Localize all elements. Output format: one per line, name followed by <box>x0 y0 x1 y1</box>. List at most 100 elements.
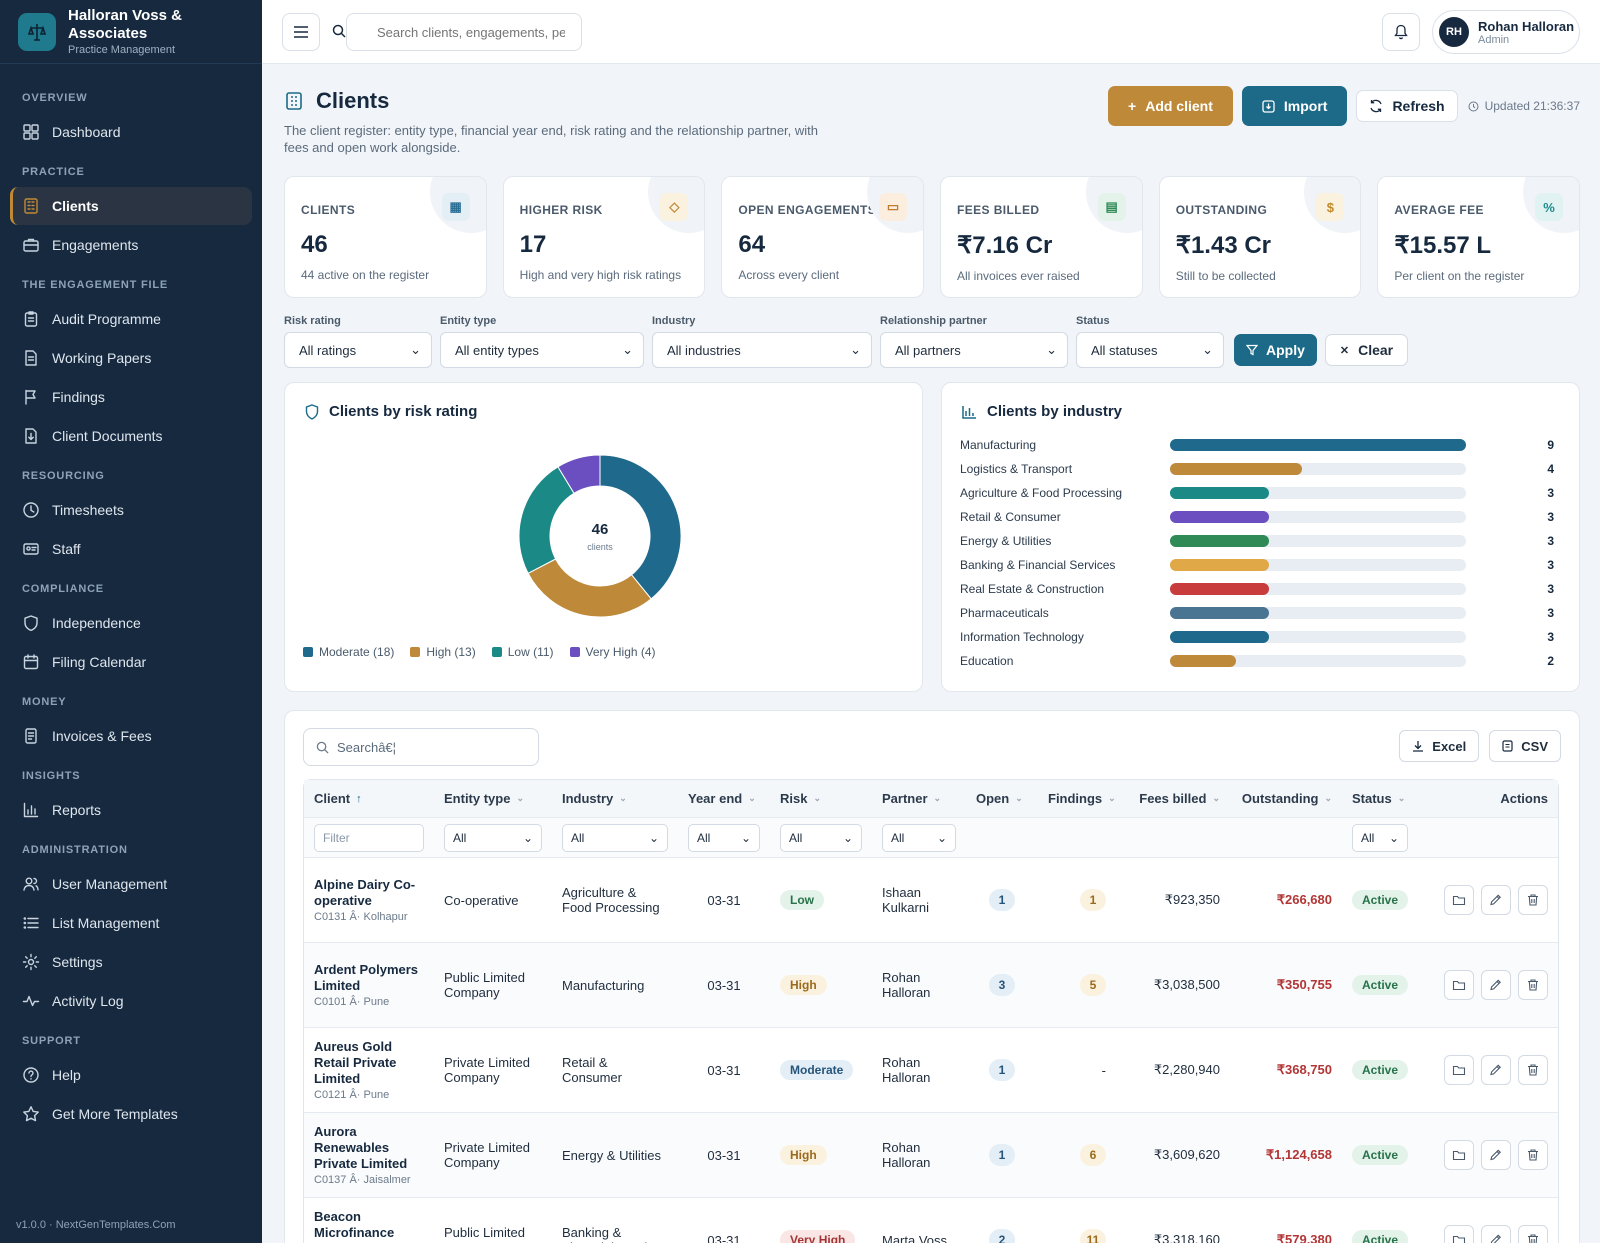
entity-filter-select[interactable]: All ⌄ <box>444 823 542 852</box>
calendar-icon <box>23 654 39 670</box>
industry-bar-row[interactable]: Manufacturing 9 <box>960 433 1554 457</box>
client-name[interactable]: Aurora Renewables Private Limited <box>314 1124 408 1171</box>
open-folder-button[interactable] <box>1444 970 1474 1000</box>
sidebar-item-working-papers[interactable]: Working Papers <box>10 339 252 377</box>
legend-label: High (13) <box>426 645 476 659</box>
column-header-fees-billed[interactable]: Fees billed ⌄ <box>1128 791 1230 806</box>
column-header-industry[interactable]: Industry ⌄ <box>552 791 678 806</box>
risk-filter-select[interactable]: All ⌄ <box>780 823 862 852</box>
notifications-button[interactable] <box>1382 13 1420 51</box>
legend-item[interactable]: High (13) <box>410 645 476 659</box>
edit-button[interactable] <box>1481 1055 1511 1085</box>
industry-bar-row[interactable]: Real Estate & Construction 3 <box>960 577 1554 601</box>
column-header-actions[interactable]: Actions <box>1418 791 1558 806</box>
industry-bar-row[interactable]: Agriculture & Food Processing 3 <box>960 481 1554 505</box>
client-name[interactable]: Ardent Polymers Limited <box>314 962 419 993</box>
table-search-input[interactable]: Searchâ€¦ <box>303 728 539 766</box>
delete-button[interactable] <box>1518 885 1548 915</box>
table-row[interactable]: Alpine Dairy Co-operative C0131 Â· Kolhap… <box>304 858 1558 943</box>
column-header-year-end[interactable]: Year end ⌄ <box>678 791 770 806</box>
delete-button[interactable] <box>1518 970 1548 1000</box>
yearend-filter-select[interactable]: All ⌄ <box>688 823 760 852</box>
sidebar-item-timesheets[interactable]: Timesheets <box>10 491 252 529</box>
industry-bar-row[interactable]: Energy & Utilities 3 <box>960 529 1554 553</box>
sidebar-item-staff[interactable]: Staff <box>10 530 252 568</box>
table-row[interactable]: Ardent Polymers Limited C0101 Â· Pune Publ… <box>304 943 1558 1028</box>
column-header-client[interactable]: Client ↑ <box>304 791 434 806</box>
status-filter-select[interactable]: All ⌄ <box>1352 823 1408 852</box>
industry-bar-row[interactable]: Logistics & Transport 4 <box>960 457 1554 481</box>
table-row[interactable]: Aurora Renewables Private Limited C0137 Â… <box>304 1113 1558 1198</box>
add-client-button[interactable]: + Add client <box>1108 86 1233 126</box>
sidebar-item-reports[interactable]: Reports <box>10 791 252 829</box>
industry-bar-row[interactable]: Banking & Financial Services 3 <box>960 553 1554 577</box>
filter-select[interactable]: All industries ⌄ <box>652 332 872 368</box>
user-menu[interactable]: RH Rohan Halloran Admin <box>1432 10 1580 54</box>
sidebar-item-invoices-fees[interactable]: Invoices & Fees <box>10 717 252 755</box>
open-folder-button[interactable] <box>1444 1055 1474 1085</box>
table-row[interactable]: Beacon Microfinance LimitedC0146 Â· Pune… <box>304 1198 1558 1243</box>
edit-button[interactable] <box>1481 885 1511 915</box>
column-header-partner[interactable]: Partner ⌄ <box>872 791 966 806</box>
sidebar-item-activity-log[interactable]: Activity Log <box>10 982 252 1020</box>
sidebar-item-help[interactable]: Help <box>10 1056 252 1094</box>
industry-bar-row[interactable]: Education 2 <box>960 649 1554 673</box>
legend-item[interactable]: Low (11) <box>491 645 554 659</box>
partner-filter-select[interactable]: All ⌄ <box>882 823 956 852</box>
filter-select[interactable]: All statuses ⌄ <box>1076 332 1224 368</box>
filter-select[interactable]: All partners ⌄ <box>880 332 1068 368</box>
column-header-entity-type[interactable]: Entity type ⌄ <box>434 791 552 806</box>
legend-item[interactable]: Moderate (18) <box>303 645 394 659</box>
open-folder-button[interactable] <box>1444 885 1474 915</box>
industry-bar-row[interactable]: Retail & Consumer 3 <box>960 505 1554 529</box>
delete-button[interactable] <box>1518 1140 1548 1170</box>
open-folder-button[interactable] <box>1444 1140 1474 1170</box>
sidebar-item-clients[interactable]: Clients <box>10 187 252 225</box>
import-button[interactable]: Import <box>1241 86 1348 126</box>
export-excel-button[interactable]: Excel <box>1399 730 1480 762</box>
donut-slice-very-high[interactable] <box>557 454 601 494</box>
open-folder-button[interactable] <box>1444 1225 1474 1243</box>
sidebar-item-get-more-templates[interactable]: Get More Templates <box>10 1095 252 1133</box>
sidebar-item-dashboard[interactable]: Dashboard <box>10 113 252 151</box>
delete-button[interactable] <box>1518 1225 1548 1243</box>
sidebar-item-user-management[interactable]: User Management <box>10 865 252 903</box>
industry-bar-row[interactable]: Information Technology 3 <box>960 625 1554 649</box>
filter-select[interactable]: All ratings ⌄ <box>284 332 432 368</box>
refresh-button[interactable]: Refresh <box>1356 90 1458 122</box>
clear-filters-button[interactable]: ✕ Clear <box>1324 334 1409 366</box>
client-name[interactable]: Aureus Gold Retail Private Limited <box>314 1039 397 1086</box>
legend-item[interactable]: Very High (4) <box>569 645 656 659</box>
sidebar-item-independence[interactable]: Independence <box>10 604 252 642</box>
export-csv-button[interactable]: CSV <box>1489 730 1561 762</box>
sidebar-item-filing-calendar[interactable]: Filing Calendar <box>10 643 252 681</box>
sidebar-item-settings[interactable]: Settings <box>10 943 252 981</box>
apply-filters-button[interactable]: Apply <box>1234 334 1317 366</box>
delete-button[interactable] <box>1518 1055 1548 1085</box>
column-header-risk[interactable]: Risk ⌄ <box>770 791 872 806</box>
edit-button[interactable] <box>1481 970 1511 1000</box>
menu-toggle-button[interactable] <box>282 13 320 51</box>
column-header-open[interactable]: Open ⌄ <box>966 791 1038 806</box>
sidebar-item-audit-programme[interactable]: Audit Programme <box>10 300 252 338</box>
client-filter-input[interactable]: Filter <box>314 823 424 852</box>
table-row[interactable]: Aureus Gold Retail Private Limited C0121 … <box>304 1028 1558 1113</box>
column-header-outstanding[interactable]: Outstanding ⌄ <box>1230 791 1342 806</box>
filter-select[interactable]: All entity types ⌄ <box>440 332 644 368</box>
column-header-findings[interactable]: Findings ⌄ <box>1038 791 1128 806</box>
donut-slice-moderate[interactable] <box>599 454 682 600</box>
edit-button[interactable] <box>1481 1140 1511 1170</box>
sidebar-item-engagements[interactable]: Engagements <box>10 226 252 264</box>
client-name[interactable]: Beacon Microfinance Limited <box>314 1209 395 1243</box>
industry-bar-row[interactable]: Pharmaceuticals 3 <box>960 601 1554 625</box>
industry-filter-select[interactable]: All ⌄ <box>562 823 668 852</box>
brand[interactable]: Halloran Voss & Associates Practice Mana… <box>0 0 262 64</box>
edit-button[interactable] <box>1481 1225 1511 1243</box>
client-name[interactable]: Alpine Dairy Co-operative <box>314 877 416 908</box>
sidebar-item-client-documents[interactable]: Client Documents <box>10 417 252 455</box>
global-search-input[interactable] <box>346 13 582 51</box>
sidebar-item-list-management[interactable]: List Management <box>10 904 252 942</box>
chevron-down-icon: ⌄ <box>1202 342 1213 357</box>
column-header-status[interactable]: Status ⌄ <box>1342 791 1418 806</box>
sidebar-item-findings[interactable]: Findings <box>10 378 252 416</box>
